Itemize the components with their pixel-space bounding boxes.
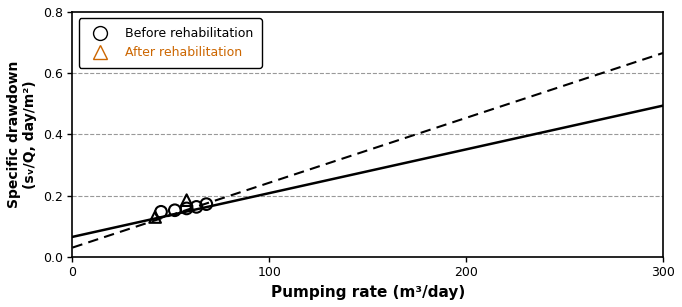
Point [191, 204, 202, 209]
Legend: Before rehabilitation, After rehabilitation: Before rehabilitation, After rehabilitat… [78, 18, 262, 68]
Point [181, 198, 192, 203]
Point [201, 202, 212, 207]
Point [149, 215, 160, 220]
Y-axis label: Specific drawdown
(sᵥ/Q, day/m²): Specific drawdown (sᵥ/Q, day/m²) [7, 61, 37, 208]
X-axis label: Pumping rate (m³/day): Pumping rate (m³/day) [271, 285, 465, 300]
Point [169, 208, 180, 213]
Point [181, 206, 192, 211]
Point [155, 209, 166, 214]
